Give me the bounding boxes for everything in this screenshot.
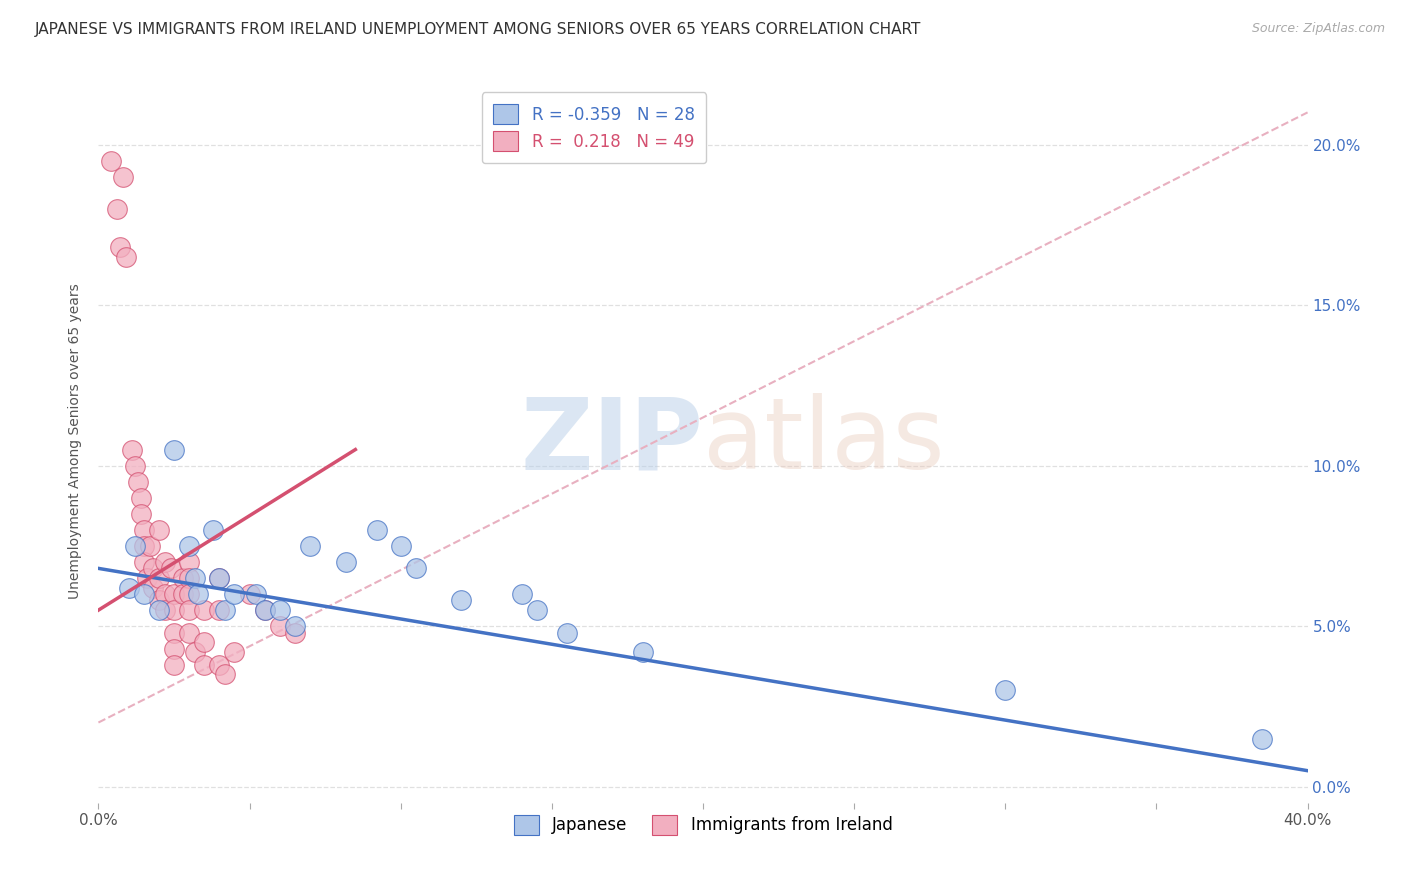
- Point: [121, 442, 143, 457]
- Point: [124, 539, 146, 553]
- Point: [139, 539, 162, 553]
- Point: [245, 587, 267, 601]
- Point: [108, 240, 131, 254]
- Point: [142, 581, 165, 595]
- Point: [193, 635, 215, 649]
- Point: [148, 593, 170, 607]
- Point: [208, 657, 231, 672]
- Point: [142, 561, 165, 575]
- Point: [510, 587, 533, 601]
- Point: [163, 442, 186, 457]
- Point: [118, 581, 141, 595]
- Point: [366, 523, 388, 537]
- Text: JAPANESE VS IMMIGRANTS FROM IRELAND UNEMPLOYMENT AMONG SENIORS OVER 65 YEARS COR: JAPANESE VS IMMIGRANTS FROM IRELAND UNEM…: [35, 22, 921, 37]
- Point: [163, 657, 186, 672]
- Point: [405, 561, 427, 575]
- Point: [172, 571, 194, 585]
- Point: [163, 625, 186, 640]
- Point: [100, 153, 122, 168]
- Point: [179, 603, 201, 617]
- Point: [179, 555, 201, 569]
- Point: [148, 571, 170, 585]
- Point: [214, 667, 236, 681]
- Point: [555, 625, 578, 640]
- Point: [299, 539, 322, 553]
- Point: [135, 571, 157, 585]
- Point: [631, 645, 654, 659]
- Point: [148, 523, 170, 537]
- Point: [114, 250, 136, 264]
- Point: [202, 523, 225, 537]
- Point: [239, 587, 262, 601]
- Point: [160, 561, 183, 575]
- Point: [132, 587, 155, 601]
- Point: [179, 571, 201, 585]
- Point: [184, 645, 207, 659]
- Point: [129, 491, 152, 505]
- Point: [105, 202, 128, 216]
- Point: [124, 458, 146, 473]
- Point: [269, 603, 291, 617]
- Point: [214, 603, 236, 617]
- Point: [994, 683, 1017, 698]
- Point: [111, 169, 134, 184]
- Legend: Japanese, Immigrants from Ireland: Japanese, Immigrants from Ireland: [503, 805, 903, 845]
- Point: [224, 645, 246, 659]
- Point: [153, 603, 176, 617]
- Point: [193, 657, 215, 672]
- Point: [153, 587, 176, 601]
- Point: [132, 539, 155, 553]
- Point: [284, 625, 307, 640]
- Point: [335, 555, 357, 569]
- Point: [224, 587, 246, 601]
- Point: [163, 603, 186, 617]
- Point: [163, 587, 186, 601]
- Point: [179, 625, 201, 640]
- Point: [187, 587, 209, 601]
- Point: [253, 603, 276, 617]
- Text: ZIP: ZIP: [520, 393, 703, 490]
- Point: [208, 571, 231, 585]
- Point: [450, 593, 472, 607]
- Point: [172, 587, 194, 601]
- Point: [1251, 731, 1274, 746]
- Point: [148, 603, 170, 617]
- Text: atlas: atlas: [703, 393, 945, 490]
- Text: Source: ZipAtlas.com: Source: ZipAtlas.com: [1251, 22, 1385, 36]
- Point: [269, 619, 291, 633]
- Point: [132, 555, 155, 569]
- Point: [163, 641, 186, 656]
- Point: [526, 603, 548, 617]
- Y-axis label: Unemployment Among Seniors over 65 years: Unemployment Among Seniors over 65 years: [69, 284, 83, 599]
- Point: [208, 571, 231, 585]
- Point: [193, 603, 215, 617]
- Point: [253, 603, 276, 617]
- Point: [179, 587, 201, 601]
- Point: [284, 619, 307, 633]
- Point: [389, 539, 412, 553]
- Point: [179, 539, 201, 553]
- Point: [184, 571, 207, 585]
- Point: [208, 603, 231, 617]
- Point: [132, 523, 155, 537]
- Point: [129, 507, 152, 521]
- Point: [153, 555, 176, 569]
- Point: [127, 475, 149, 489]
